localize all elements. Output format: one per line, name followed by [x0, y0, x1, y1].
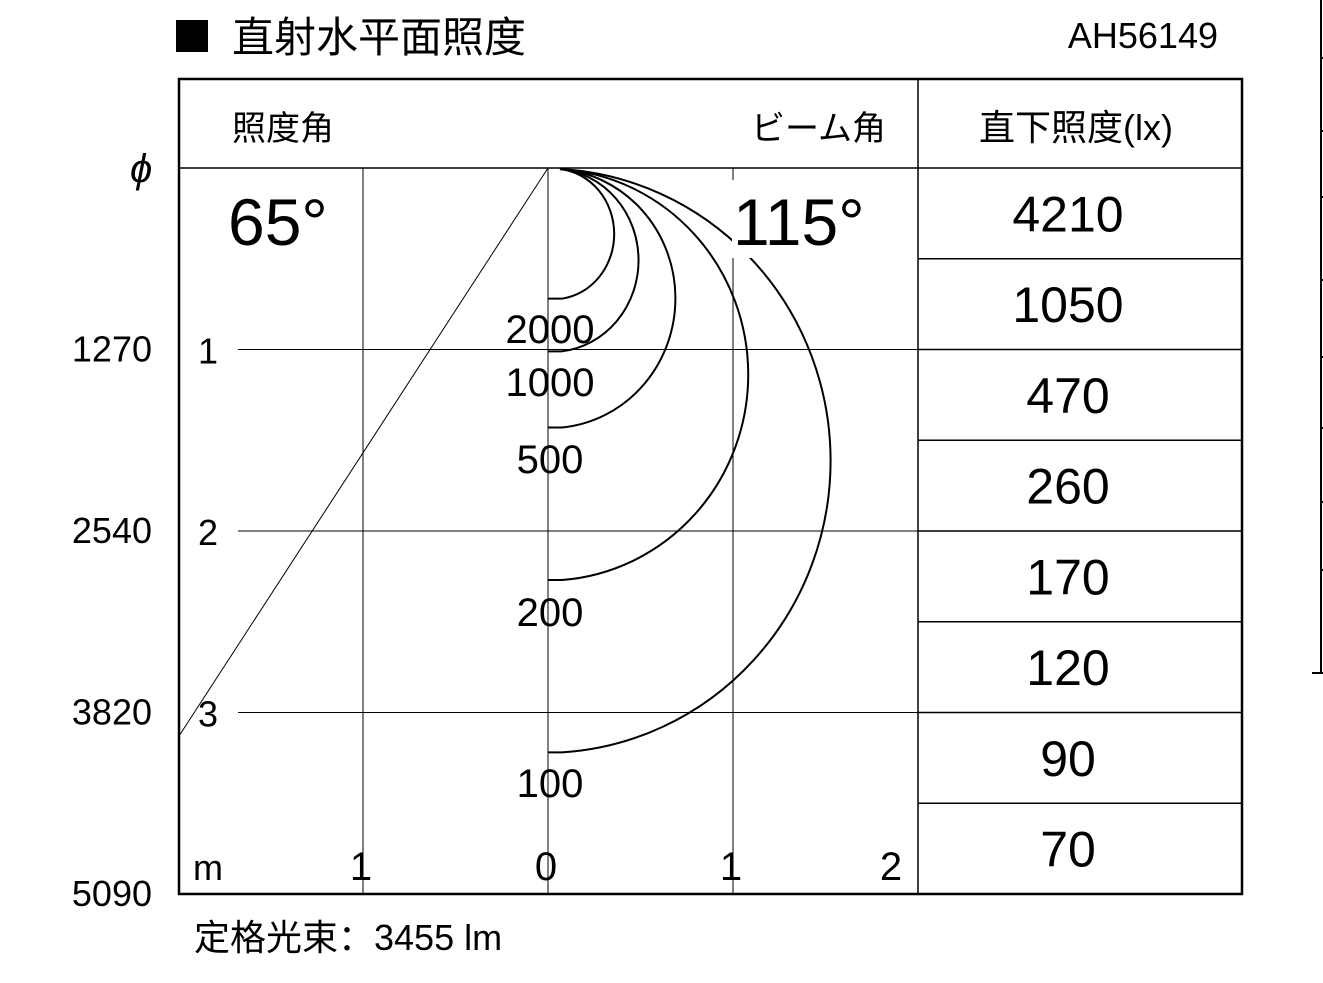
direct-illuminance-value: 70	[1040, 822, 1096, 878]
x-tick-label: 0	[535, 845, 557, 889]
contour-200	[548, 168, 750, 582]
x-tick-label: 1	[350, 845, 372, 889]
phi-symbol: ϕ	[130, 147, 152, 191]
direct-illuminance-value: 90	[1040, 731, 1096, 787]
beam-angle-label: ビーム角	[751, 110, 886, 148]
contour-label: 200	[517, 591, 584, 635]
contour-label: 1000	[506, 361, 595, 405]
model-number: AH56149	[1068, 15, 1218, 56]
direct-illuminance-value: 4210	[1012, 186, 1123, 242]
adjacent-table-edge	[1312, 0, 1323, 674]
grid	[238, 168, 918, 894]
contour-1000	[548, 168, 640, 353]
direct-illuminance-value: 1050	[1012, 277, 1123, 333]
title-square-icon	[176, 20, 208, 52]
contour-label: 2000	[506, 308, 595, 352]
y-tick-label: 2	[198, 512, 218, 553]
diameter-tick-label: 2540	[72, 510, 152, 551]
rated-luminous-flux: 定格光束：3455 lm	[194, 917, 502, 958]
direct-illuminance-value: 470	[1026, 368, 1109, 424]
contour-label: 100	[517, 762, 584, 806]
illuminance-angle-label: 照度角	[232, 110, 334, 148]
beam-angle-value: 115°	[733, 185, 865, 259]
x-axis-unit: m	[193, 847, 223, 888]
diameter-tick-label: 3820	[72, 692, 152, 733]
x-tick-label: 2	[880, 845, 902, 889]
contour-label: 500	[517, 438, 584, 482]
diameter-tick-label: 1270	[72, 329, 152, 370]
direct-illuminance-heading: 直下照度(lx)	[979, 107, 1173, 148]
direct-illuminance-value: 260	[1026, 459, 1109, 515]
contour-100	[548, 168, 832, 754]
diameter-tick-label: 5090	[72, 873, 152, 914]
contour-lines	[548, 168, 832, 754]
contour-500	[548, 168, 677, 429]
illuminance-angle-value: 65°	[228, 185, 328, 259]
illuminance-angle-line	[178, 167, 549, 737]
chart-frame	[177, 77, 1244, 896]
y-tick-label: 1	[198, 331, 218, 372]
chart-title: 直射水平面照度	[232, 14, 526, 61]
direct-illuminance-value: 120	[1026, 640, 1109, 696]
contour-2000	[548, 168, 616, 300]
y-tick-label: 3	[198, 694, 218, 735]
direct-illuminance-value: 170	[1026, 549, 1109, 605]
x-tick-label: 1	[720, 845, 742, 889]
